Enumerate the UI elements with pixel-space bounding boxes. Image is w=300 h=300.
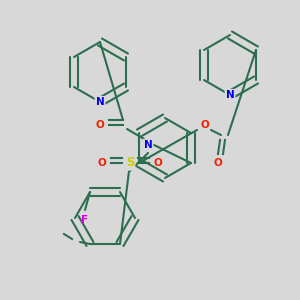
Text: N: N: [96, 97, 104, 107]
Text: N: N: [226, 90, 234, 100]
Text: S: S: [126, 157, 134, 169]
Text: O: O: [98, 158, 106, 168]
Text: O: O: [214, 158, 222, 168]
Text: O: O: [154, 158, 162, 168]
Text: O: O: [201, 120, 209, 130]
Text: O: O: [96, 120, 104, 130]
Text: F: F: [81, 215, 88, 225]
Text: N: N: [144, 140, 152, 150]
